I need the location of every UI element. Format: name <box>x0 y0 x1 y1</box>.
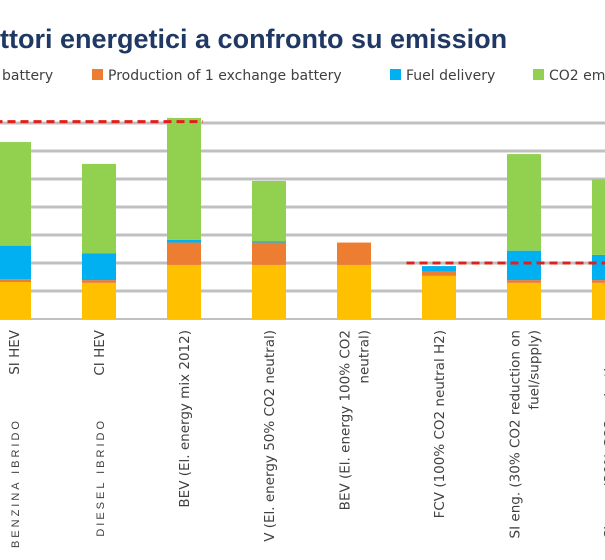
bar-segment <box>507 250 541 281</box>
bar-segment <box>167 242 201 265</box>
bar-segment <box>592 282 605 319</box>
legend-swatch <box>390 69 401 80</box>
x-tick-label: V (El. energy 50% CO2 neutral) <box>262 330 278 542</box>
x-tick-label: SI HEV <box>7 329 23 375</box>
category-note: BENZINA IBRIDO <box>10 418 22 548</box>
bar-segment <box>422 275 456 319</box>
bar-segment <box>422 266 456 272</box>
x-tick-label: BEV (El. energy mix 2012) <box>177 330 193 508</box>
x-tick-label: fuel/supply) <box>527 330 543 410</box>
legend-label: battery <box>2 68 53 84</box>
bar-segment <box>507 282 541 319</box>
legend-swatch <box>92 69 103 80</box>
x-tick-label: FCV (100% CO2 neutral H2) <box>432 330 448 518</box>
bar-segment <box>337 242 371 265</box>
bar-segment <box>82 280 116 283</box>
bar-segment <box>82 253 116 281</box>
bar-segment <box>82 163 116 254</box>
bar-segment <box>592 254 605 281</box>
legend-swatch <box>533 69 544 80</box>
x-tick-label: SI eng. (30% CO2 reduction on <box>508 330 524 538</box>
bar-segment <box>507 280 541 283</box>
bar-segment <box>337 264 371 319</box>
x-tick-label: neutral) <box>357 330 373 384</box>
legend-label: CO2 em <box>549 68 605 84</box>
x-tick-label: CI eng. (30% CO2 reduction on <box>602 330 605 539</box>
x-tick-label: BEV (El. energy 100% CO2 <box>338 330 354 510</box>
bar-segment <box>252 264 286 319</box>
bar-segment <box>0 245 31 280</box>
category-note: DIESEL IBRIDO <box>95 418 107 537</box>
legend-label: Fuel delivery <box>406 68 495 84</box>
bar-segment <box>592 280 605 283</box>
bar-segment <box>167 117 201 240</box>
legend-label: Production of 1 exchange battery <box>108 68 342 84</box>
x-tick-label: CI HEV <box>92 329 108 375</box>
bar-segment <box>167 239 201 243</box>
bar-segment <box>252 241 286 243</box>
bar-segment <box>0 282 31 319</box>
bar-segment <box>592 179 605 255</box>
bar-segment <box>422 271 456 276</box>
bar-segment <box>167 264 201 319</box>
bar-segment <box>252 180 286 242</box>
bar-segment <box>0 142 31 246</box>
bar-segment <box>507 154 541 251</box>
bar-segment <box>0 279 31 283</box>
chart-title: ttori energetici a confronto su emission <box>0 24 507 54</box>
bar-segment <box>252 242 286 265</box>
bar-segment <box>82 282 116 319</box>
